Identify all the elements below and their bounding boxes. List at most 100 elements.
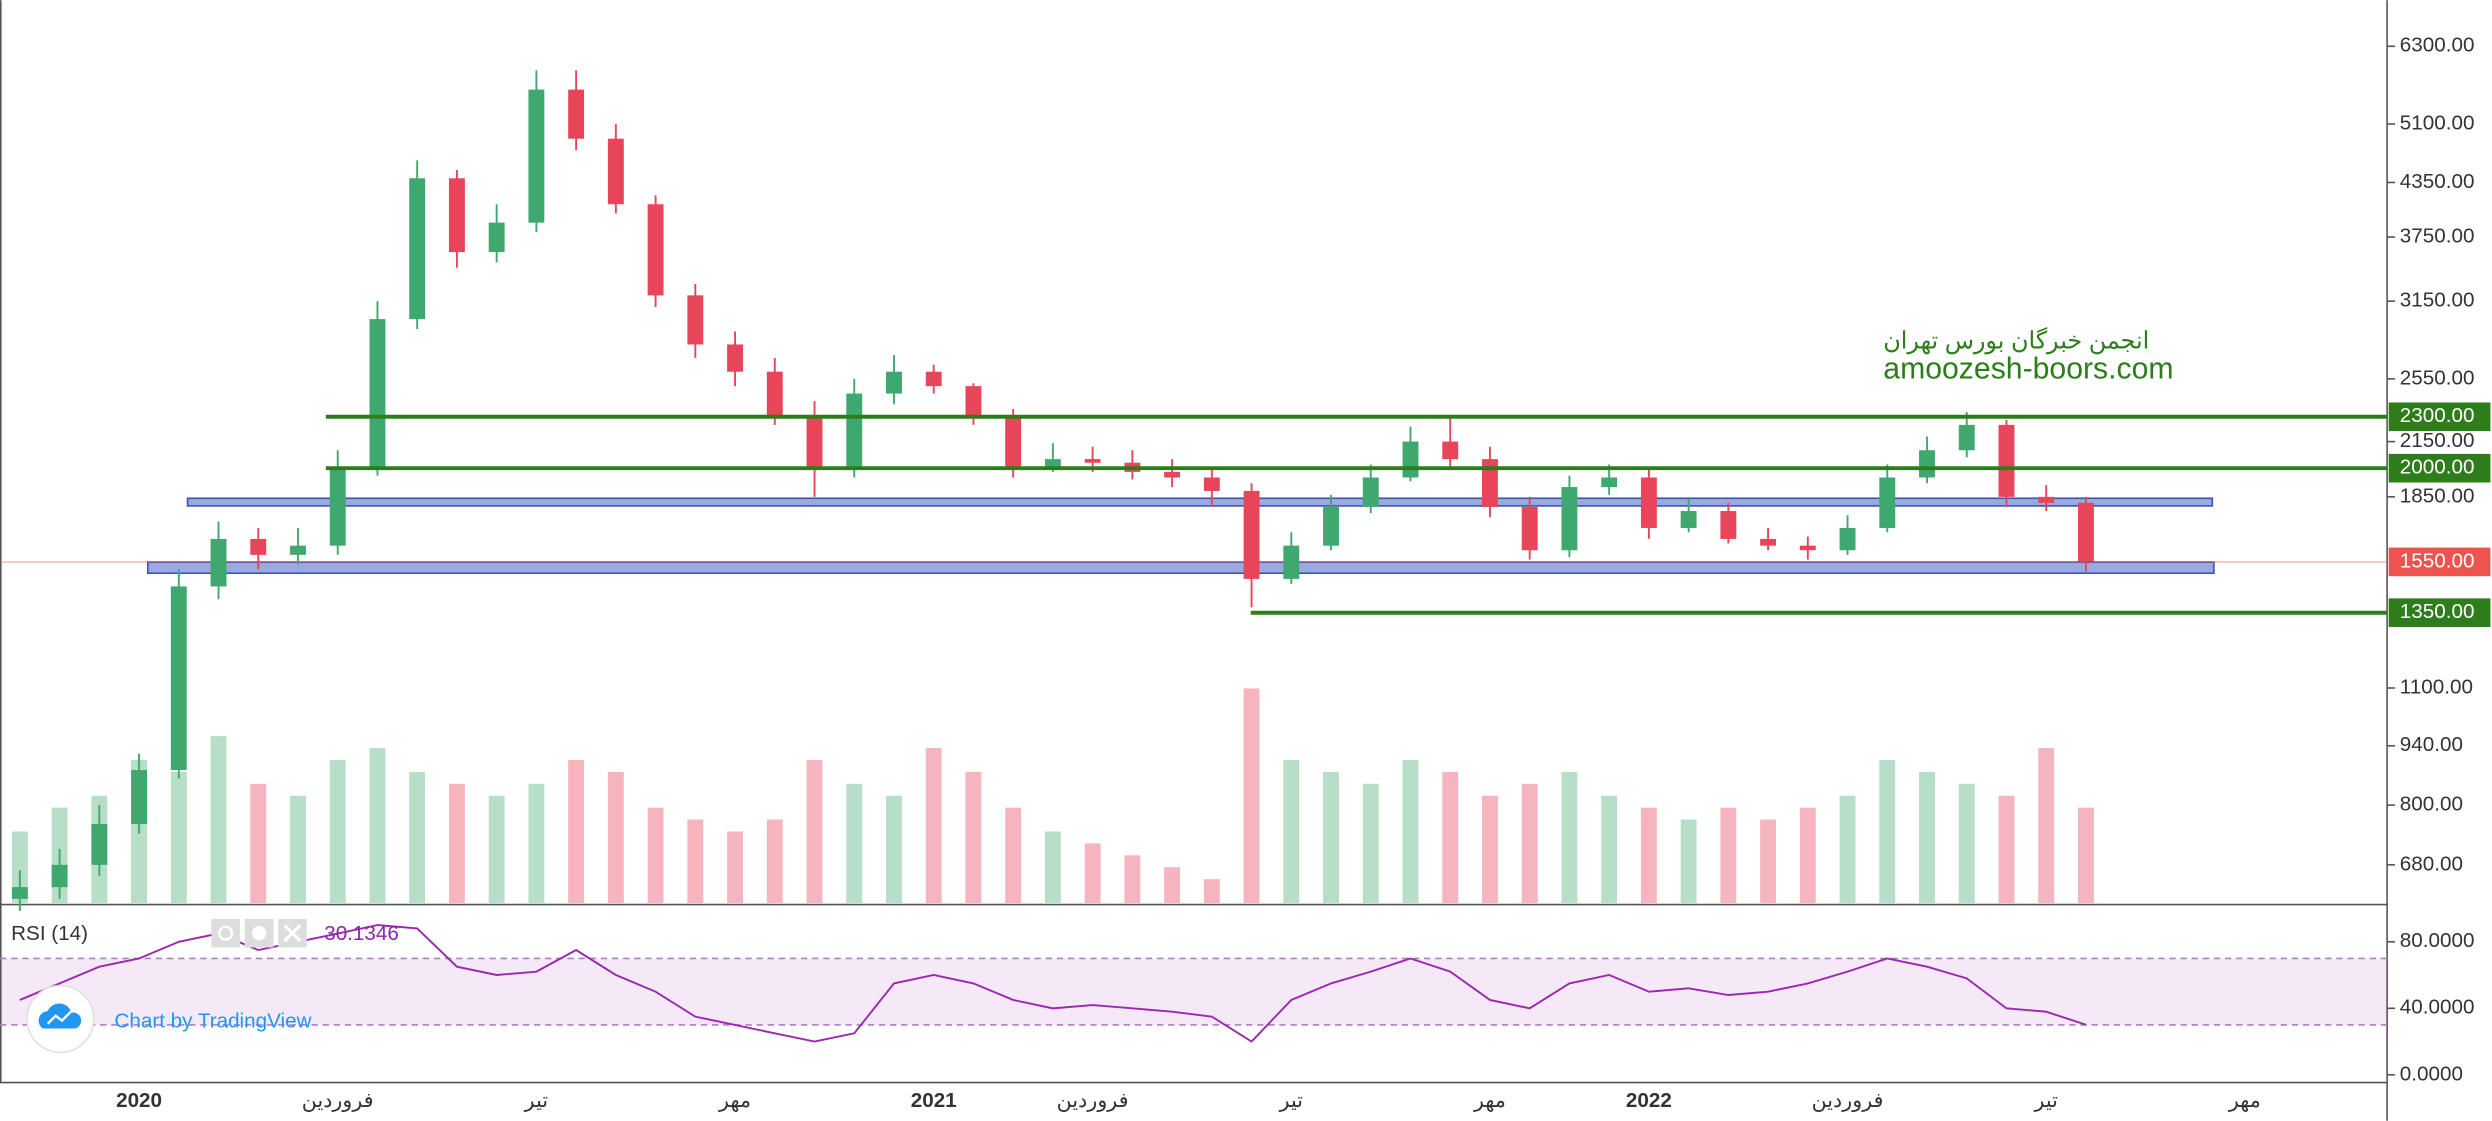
candle-body — [568, 89, 585, 139]
level-tag — [2388, 598, 2491, 628]
zone — [186, 497, 2214, 507]
candle-body — [11, 887, 28, 899]
volume-bar — [1323, 771, 1339, 903]
rsi-line — [19, 924, 2087, 1043]
candle-body — [369, 319, 386, 469]
volume-bar — [1919, 771, 1935, 903]
level-tag — [2388, 402, 2491, 432]
volume-bar — [1482, 795, 1498, 903]
volume-bar — [1203, 879, 1220, 903]
level-tag — [2388, 453, 2491, 483]
candle-body — [1879, 477, 1896, 528]
watermark-logo — [26, 984, 95, 1054]
candle-body — [210, 538, 227, 587]
candle-body — [1243, 490, 1260, 579]
candle-layer — [11, 70, 2094, 911]
volume-bar — [1044, 831, 1061, 903]
volume-bar — [1640, 807, 1657, 903]
candle-body — [727, 344, 743, 372]
volume-bar — [1958, 783, 1975, 903]
volume-bar — [329, 759, 346, 903]
volume-bar — [250, 783, 267, 903]
candle-body — [448, 178, 465, 253]
candle-body — [1005, 416, 1022, 469]
y-tick-label: 5100.00 — [2400, 111, 2475, 134]
candle-body — [806, 416, 823, 469]
volume-bar — [1760, 819, 1777, 903]
x-tick-label: 2022 — [1626, 1089, 1672, 1112]
volume-bar — [1680, 819, 1697, 903]
volume-bar — [448, 783, 465, 903]
volume-bar — [170, 771, 187, 903]
candle-body — [1561, 487, 1578, 551]
volume-bar — [1799, 807, 1816, 903]
y-tick-label: 3750.00 — [2400, 225, 2475, 248]
level-label: 2000.00 — [2400, 456, 2475, 479]
y-tick-label: 4350.00 — [2400, 170, 2475, 193]
level-label: 1350.00 — [2400, 600, 2475, 623]
candle-body — [1760, 538, 1777, 546]
rsi-toolbar[interactable] — [211, 918, 307, 948]
volume-bar — [1243, 688, 1260, 903]
candle-body — [1958, 424, 1975, 451]
candle-body — [1998, 424, 2015, 497]
logo-trend — [46, 1010, 73, 1025]
x-tick-label: فروردین — [1812, 1089, 1884, 1113]
settings-icon — [251, 926, 267, 941]
candle-body — [1720, 511, 1737, 539]
candle-body — [1402, 441, 1419, 478]
x-tick-label: 2021 — [911, 1089, 957, 1112]
level-label: 2300.00 — [2400, 404, 2475, 427]
volume-bar — [1720, 807, 1737, 903]
x-tick-label: فروردین — [302, 1089, 374, 1113]
candle-body — [290, 545, 306, 555]
y-tick-label: 3150.00 — [2400, 289, 2475, 312]
candle-body — [965, 386, 982, 417]
eye-button[interactable] — [211, 918, 240, 948]
candle-body — [1640, 477, 1657, 528]
volume-bar — [1005, 807, 1022, 903]
candle-body — [488, 222, 505, 253]
x-tick-label: 2020 — [116, 1089, 162, 1112]
volume-bar — [11, 831, 28, 903]
candle-body — [1283, 545, 1300, 579]
x-tick-label: فروردین — [1057, 1089, 1129, 1113]
volume-bar — [1362, 783, 1379, 903]
candle-body — [329, 468, 346, 546]
candle-body — [607, 138, 624, 205]
x-tick-label: تیر — [1279, 1089, 1304, 1113]
volume-bar — [1521, 783, 1538, 903]
y-tick-label: 940.00 — [2400, 733, 2463, 756]
y-tick-label: 1850.00 — [2400, 484, 2475, 507]
candle-body — [886, 371, 902, 394]
candle-body — [687, 295, 704, 345]
volume-bar — [965, 771, 982, 903]
volume-bar — [210, 736, 227, 903]
x-tick-label: تیر — [2034, 1089, 2059, 1113]
candle-body — [170, 586, 187, 771]
candle-body — [1799, 545, 1816, 551]
annotation: amoozesh-boors.com — [1883, 353, 2173, 386]
volume-bar — [528, 783, 545, 903]
last-price-label: 1550.00 — [2400, 549, 2475, 572]
volume-bar — [1998, 795, 2015, 903]
volume-bar — [607, 771, 624, 903]
candle-body — [1442, 441, 1459, 460]
zone — [147, 561, 2215, 575]
candle-body — [1482, 459, 1498, 507]
eye-icon — [218, 925, 234, 941]
y-tick-label: 2550.00 — [2400, 366, 2475, 389]
candle-body — [1521, 506, 1538, 551]
x-tick-label: مهر — [1473, 1089, 1506, 1113]
candle-body — [528, 89, 545, 223]
volume-bar — [488, 795, 505, 903]
volume-bar — [369, 748, 386, 903]
last-price-tag — [2388, 547, 2491, 577]
volume-bar — [647, 807, 664, 903]
candle-body — [647, 204, 664, 296]
volume-bar — [1402, 759, 1419, 903]
y-tick-label: 6300.00 — [2400, 34, 2475, 57]
volume-bar — [2038, 748, 2055, 903]
candle-body — [1680, 511, 1697, 528]
volume-bar — [846, 783, 863, 903]
